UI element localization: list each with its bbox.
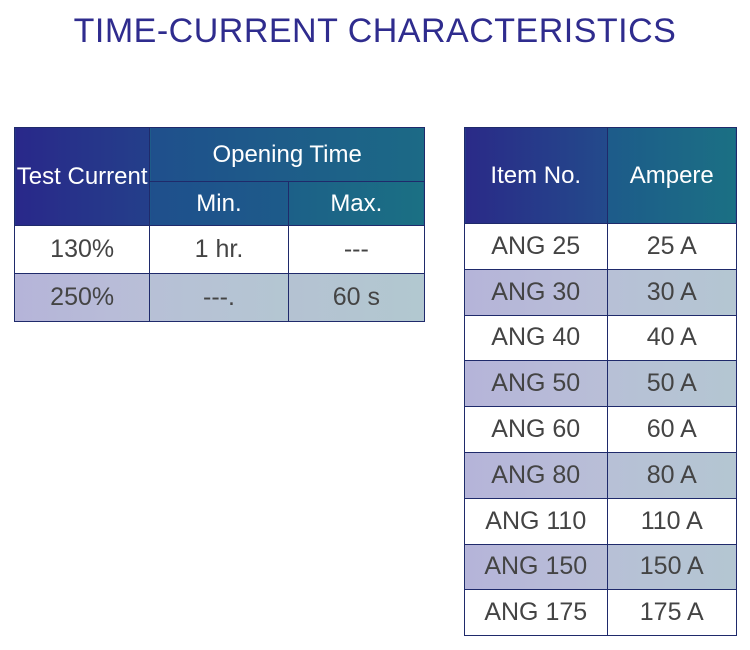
item-cell: ANG 50 <box>464 360 608 408</box>
max-time-cell: --- <box>287 225 426 274</box>
test-current-header-line2: Current <box>67 162 148 190</box>
test-current-cell: 250% <box>13 273 151 322</box>
ampere-cell: 80 A <box>606 451 738 499</box>
table-row: ANG 30 30 A <box>464 268 738 316</box>
page-title: TIME-CURRENT CHARACTERISTICS <box>73 12 677 50</box>
item-cell: ANG 40 <box>464 314 608 362</box>
item-no-header: Item No. <box>464 127 608 224</box>
ampere-header: Ampere <box>606 127 738 224</box>
ampere-cell: 175 A <box>606 589 738 637</box>
table-row: ANG 80 80 A <box>464 451 738 499</box>
test-current-cell: 130% <box>13 225 151 274</box>
item-ampere-table: Item No. Ampere ANG 25 25 A ANG 30 30 A … <box>464 127 738 637</box>
item-cell: ANG 25 <box>464 223 608 270</box>
item-cell: ANG 110 <box>464 497 608 545</box>
item-cell: ANG 175 <box>464 589 608 637</box>
ampere-cell: 30 A <box>606 268 738 316</box>
ampere-cell: 50 A <box>606 360 738 408</box>
item-cell: ANG 60 <box>464 406 608 453</box>
min-time-cell: ---. <box>149 273 289 322</box>
min-header: Min. <box>149 181 289 226</box>
item-cell: ANG 80 <box>464 451 608 499</box>
max-header: Max. <box>287 181 426 226</box>
table-row: ANG 60 60 A <box>464 406 738 453</box>
table-row: ANG 50 50 A <box>464 360 738 408</box>
ampere-cell: 60 A <box>606 406 738 453</box>
opening-time-header: Opening Time <box>149 127 425 182</box>
item-cell: ANG 30 <box>464 268 608 316</box>
table-row: ANG 110 110 A <box>464 497 738 545</box>
table-row: ANG 175 175 A <box>464 589 738 637</box>
test-current-header-line1: Test <box>16 162 61 190</box>
table-row: ANG 150 150 A <box>464 543 738 591</box>
test-current-header: Test Current <box>13 127 151 226</box>
table-row: 250% ---. 60 s <box>13 273 426 322</box>
item-cell: ANG 150 <box>464 543 608 591</box>
table-row: 130% 1 hr. --- <box>13 225 426 274</box>
ampere-cell: 150 A <box>606 543 738 591</box>
table-row: ANG 40 40 A <box>464 314 738 362</box>
ampere-cell: 110 A <box>606 497 738 545</box>
min-time-cell: 1 hr. <box>149 225 289 274</box>
ampere-cell: 25 A <box>606 223 738 270</box>
max-time-cell: 60 s <box>287 273 426 322</box>
table-row: ANG 25 25 A <box>464 223 738 270</box>
time-current-table: Test Current Opening Time Min. Max. 130%… <box>13 127 426 322</box>
ampere-cell: 40 A <box>606 314 738 362</box>
